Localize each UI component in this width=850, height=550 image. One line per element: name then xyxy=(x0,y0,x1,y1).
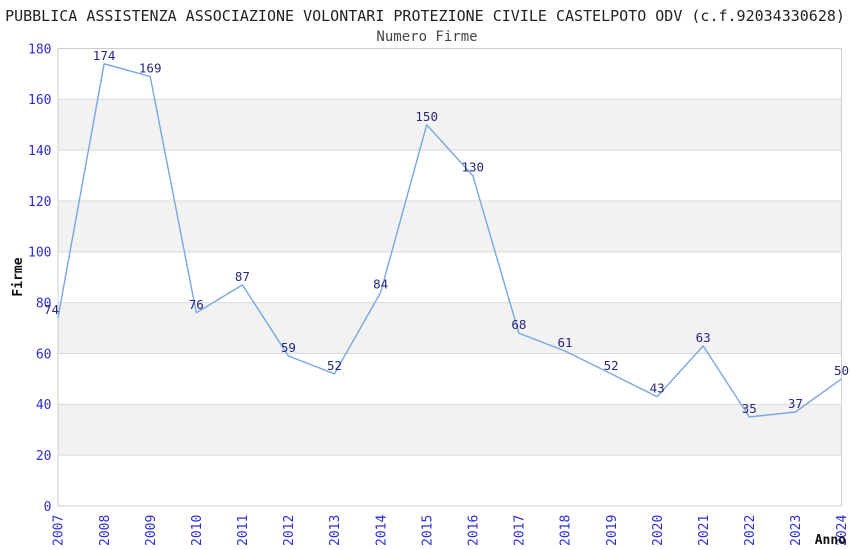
y-tick-label: 140 xyxy=(28,144,51,159)
x-tick-label: 2015 xyxy=(420,515,435,546)
y-tick-label: 0 xyxy=(44,500,52,515)
x-tick-label: 2013 xyxy=(328,515,343,546)
plot-border-layer xyxy=(57,48,842,507)
x-tick-label: 2010 xyxy=(190,515,205,546)
data-label: 74 xyxy=(44,302,59,317)
data-label: 174 xyxy=(93,48,116,63)
series-layer xyxy=(57,63,842,418)
y-tick-label: 180 xyxy=(28,42,51,57)
y-tick-label: 40 xyxy=(36,398,52,413)
x-tick-label: 2011 xyxy=(236,515,251,546)
plot-bands-layer xyxy=(58,99,842,456)
data-label: 43 xyxy=(650,381,665,396)
plot-border xyxy=(57,48,842,507)
plot-band xyxy=(58,404,842,456)
data-label: 37 xyxy=(788,396,803,411)
x-tick-label: 2018 xyxy=(559,515,574,546)
x-tick-label: 2019 xyxy=(605,515,620,546)
data-label: 87 xyxy=(235,269,250,284)
data-label: 52 xyxy=(604,358,619,373)
data-label: 169 xyxy=(139,61,162,76)
x-tick-label: 2022 xyxy=(743,515,758,546)
series-line xyxy=(57,63,842,418)
x-tick-label: 2012 xyxy=(282,515,297,546)
y-tick-label: 80 xyxy=(36,297,52,312)
data-label: 52 xyxy=(327,358,342,373)
data-label: 63 xyxy=(696,330,711,345)
y-tick-label: 160 xyxy=(28,93,51,108)
data-label: 76 xyxy=(189,297,204,312)
data-label: 59 xyxy=(281,340,296,355)
y-tick-label: 120 xyxy=(28,195,51,210)
data-labels-layer: 74 174 169 76 87 59 52 84 150 130 68 61 52 43 63 35 37 50 xyxy=(44,48,849,416)
data-label: 84 xyxy=(373,277,388,292)
x-tick-label: 2023 xyxy=(789,515,804,546)
y-tick-label: 60 xyxy=(36,347,52,362)
x-axis-title: Anno xyxy=(815,533,846,548)
data-label: 68 xyxy=(511,317,526,332)
x-tick-label: 2014 xyxy=(374,515,389,546)
x-tick-label: 2016 xyxy=(466,515,481,546)
y-tick-label: 20 xyxy=(36,449,52,464)
x-tick-label: 2007 xyxy=(52,515,67,546)
data-label: 35 xyxy=(742,401,757,416)
x-tick-label: 2021 xyxy=(697,515,712,546)
data-label: 61 xyxy=(557,335,572,350)
gridlines-layer xyxy=(58,98,842,456)
x-tick-label: 2020 xyxy=(651,515,666,546)
data-label: 130 xyxy=(462,160,485,175)
plot-band xyxy=(58,302,842,354)
x-axis-ticks-layer: 2007 2008 2009 2010 2011 2012 2013 2014 2015 2016… xyxy=(52,515,850,546)
y-axis-title: Firme xyxy=(11,257,26,296)
data-label: 150 xyxy=(415,109,438,124)
chart-title: PUBBLICA ASSISTENZA ASSOCIAZIONE VOLONTA… xyxy=(5,7,845,25)
data-label: 50 xyxy=(834,363,849,378)
x-tick-label: 2008 xyxy=(98,515,113,546)
plot-band xyxy=(58,99,842,151)
y-axis-ticks-layer: 0 20 40 60 80 100 120 140 160 180 xyxy=(28,42,51,515)
x-tick-label: 2024 xyxy=(835,515,850,546)
y-tick-label: 100 xyxy=(28,246,51,261)
chart-subtitle: Numero Firme xyxy=(376,29,477,45)
plot-band xyxy=(58,201,842,252)
x-tick-label: 2009 xyxy=(144,515,159,546)
x-tick-label: 2017 xyxy=(513,515,528,546)
